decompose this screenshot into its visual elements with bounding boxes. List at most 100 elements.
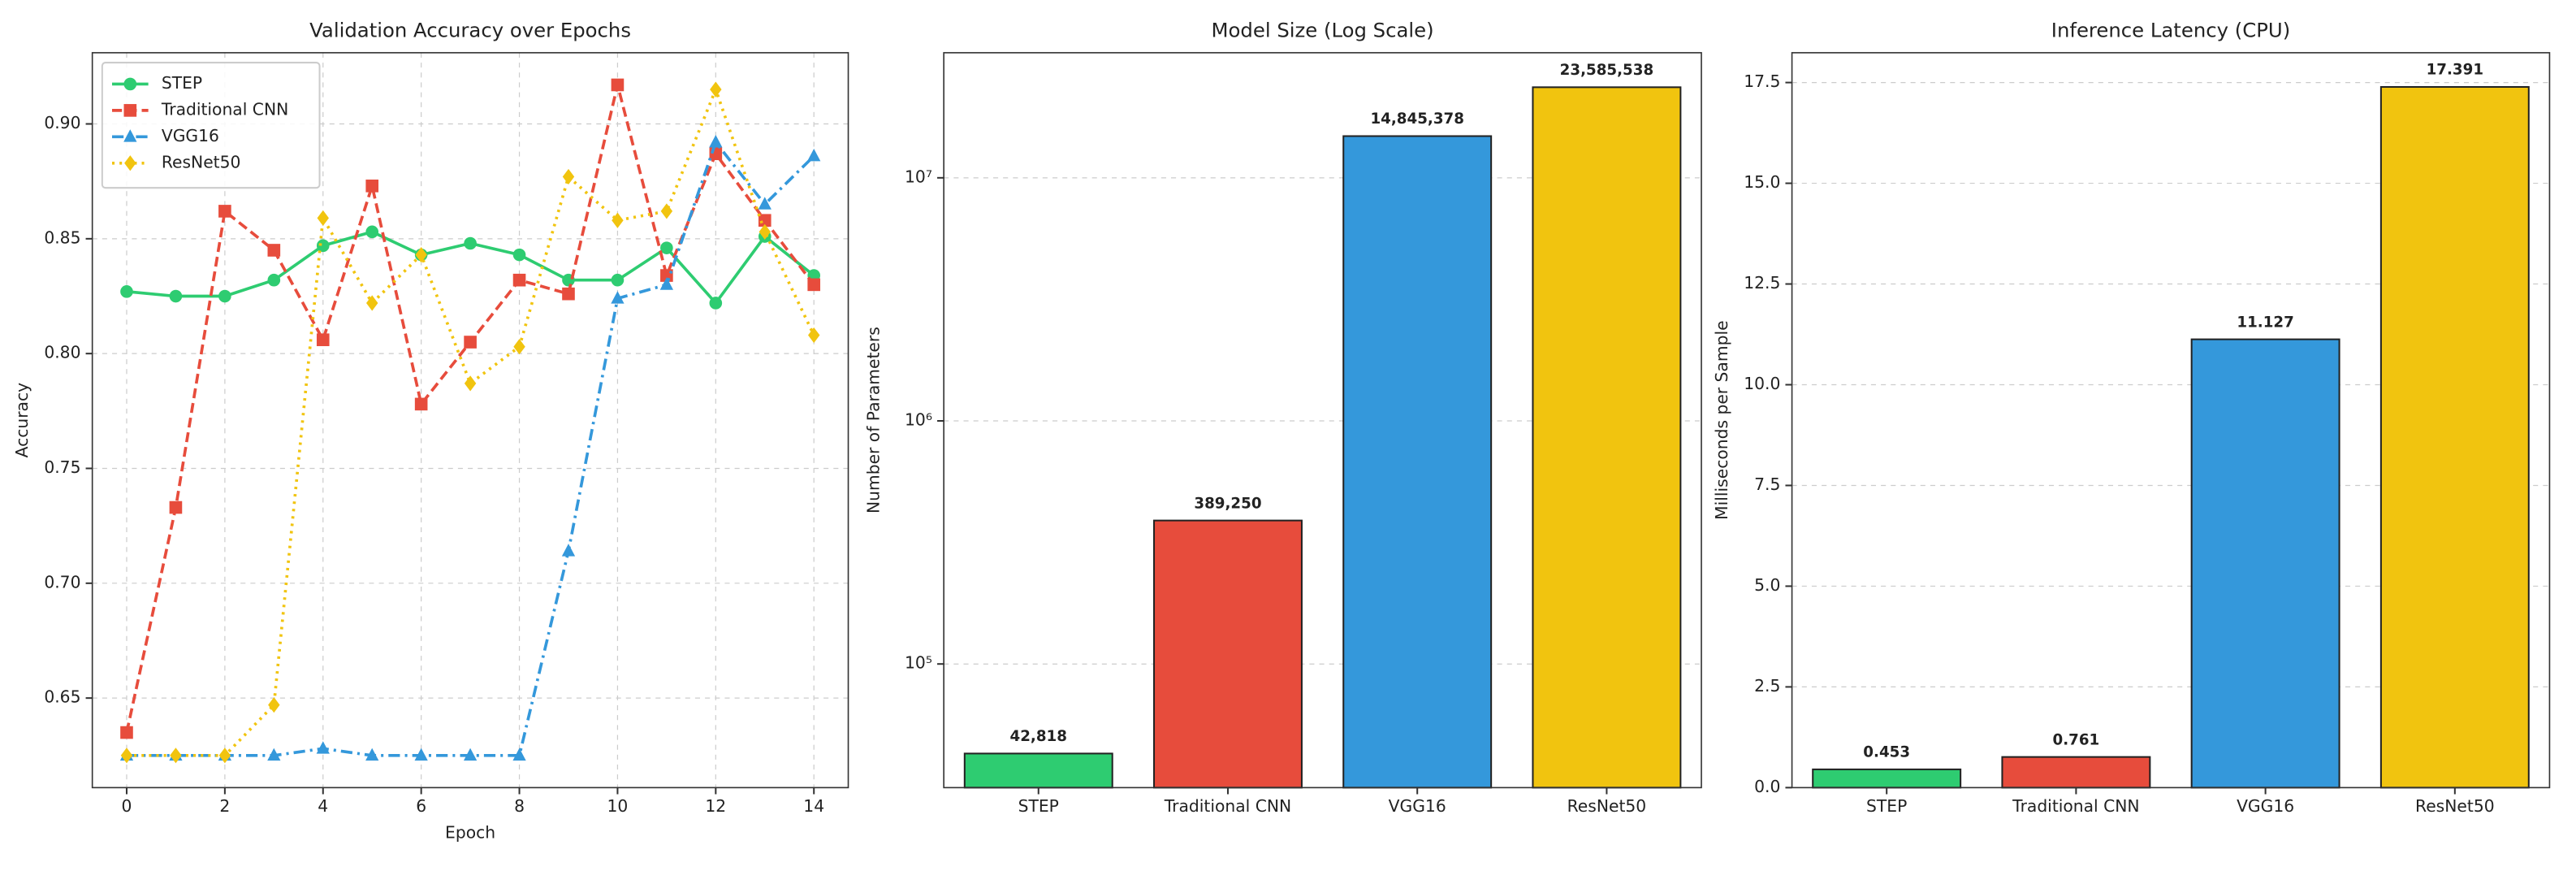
marker [512,273,526,287]
y-tick-label: 0.90 [44,113,80,132]
x-tick-label: ResNet50 [1567,796,1647,816]
bar [963,752,1113,789]
plot-frame [1791,52,2551,789]
legend-label: Traditional CNN [161,99,288,119]
bar [1153,519,1303,789]
y-axis-label: Accuracy [12,383,32,458]
plot-frame [91,52,849,789]
x-tick-label: Traditional CNN [1164,796,1291,816]
x-axis-label: Epoch [445,823,495,843]
y-tick-label: 10⁵ [905,653,932,673]
marker [365,225,379,239]
marker [808,327,820,344]
y-tick-label: 0.80 [44,343,80,362]
marker [463,748,478,761]
marker [120,285,133,298]
x-tick-label: 0 [122,796,132,816]
y-tick-label: 12.5 [1744,273,1780,292]
marker [611,273,625,287]
y-tick-label: 10.0 [1744,374,1780,393]
marker [513,339,525,355]
marker [218,289,231,303]
marker [218,748,231,764]
y-tick-label: 2.5 [1754,676,1780,696]
legend-marker [124,155,136,171]
legend-label: STEP [162,73,202,93]
x-tick-label: 6 [416,796,426,816]
marker [561,544,576,557]
y-tick-label: 0.70 [44,572,80,592]
x-tick-label: 4 [318,796,328,816]
marker [218,205,231,218]
marker [267,244,281,257]
bar [2190,338,2340,789]
legend-marker [123,129,137,142]
marker [660,241,673,254]
x-tick-label: 12 [705,796,726,816]
y-tick-label: 7.5 [1754,474,1780,494]
legend-box [101,62,321,189]
marker [316,239,330,253]
y-tick-label: 10⁶ [905,410,932,430]
x-tick-label: Traditional CNN [2012,796,2139,816]
marker [562,287,575,301]
marker [120,748,133,764]
marker [317,210,329,227]
value-label: 42,818 [1010,728,1067,745]
marker [120,726,133,739]
marker [316,333,330,347]
chart-title: Validation Accuracy over Epochs [309,19,631,42]
marker [464,336,477,349]
y-tick-label: 17.5 [1744,72,1780,91]
chart-title: Inference Latency (CPU) [2051,19,2290,42]
y-tick-label: 15.0 [1744,172,1780,192]
marker [807,278,821,292]
value-label: 17.391 [2427,62,2483,79]
marker [758,197,772,210]
y-axis-label: Number of Parameters [863,327,883,514]
plot-frame [943,52,1702,789]
bar [2001,756,2151,789]
marker [365,180,379,193]
value-label: 0.453 [1863,744,1910,761]
chart-title: Model Size (Log Scale) [1212,19,1434,42]
marker [414,748,428,761]
marker [415,247,427,263]
legend-label: VGG16 [162,126,219,145]
bar [2379,85,2530,789]
marker [512,248,526,262]
x-tick-label: 2 [219,796,230,816]
x-tick-label: 14 [803,796,824,816]
marker [562,168,575,185]
marker [709,135,723,148]
marker [660,203,673,219]
value-label: 0.761 [2053,731,2100,748]
value-label: 389,250 [1194,495,1261,512]
x-tick-label: STEP [1018,796,1059,816]
marker [366,295,378,311]
y-tick-label: 0.75 [44,457,80,477]
marker [659,277,674,290]
marker [365,748,379,761]
marker [759,223,771,240]
marker [170,748,182,764]
legend-marker [123,77,137,91]
marker [611,291,625,304]
legend-label: ResNet50 [162,152,241,171]
marker [267,748,281,761]
bar [1532,86,1682,789]
marker [414,397,428,411]
marker [169,500,183,514]
x-tick-label: ResNet50 [2415,796,2495,816]
x-tick-label: 8 [514,796,525,816]
marker [169,289,183,303]
bar [1812,768,1962,789]
series-line [126,139,815,757]
x-tick-label: VGG16 [1389,796,1446,816]
marker [464,236,477,250]
value-label: 23,585,538 [1560,62,1653,79]
y-tick-label: 0.65 [44,687,80,707]
marker [710,81,722,98]
marker [709,297,723,310]
